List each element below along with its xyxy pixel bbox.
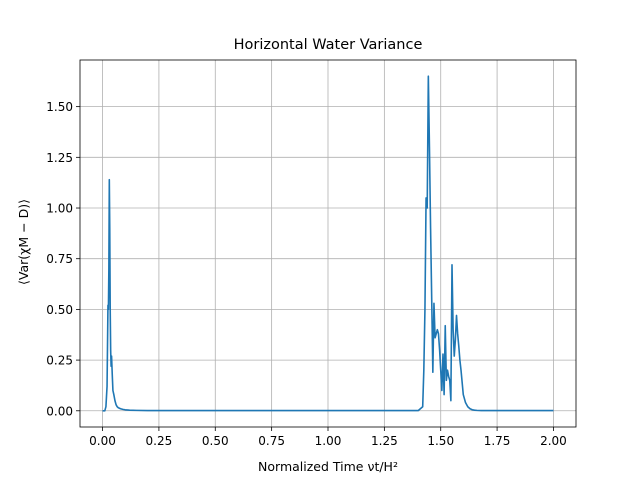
x-tick-label: 0.00 [89,434,116,448]
y-tick-label: 1.50 [46,100,73,114]
y-tick-label: 1.00 [46,202,73,216]
x-axis-ticks: 0.00 0.25 0.50 0.75 1.00 1.25 1.50 1.75 2.00 [89,427,567,448]
y-axis-ticks: 0.00 0.25 0.50 0.75 1.00 1.25 1.50 [46,100,80,418]
x-tick-label: 1.25 [371,434,398,448]
y-tick-label: 1.25 [46,151,73,165]
series-layer [102,75,554,412]
x-tick-label: 1.75 [484,434,511,448]
x-tick-label: 1.50 [427,434,454,448]
x-axis-label: Normalized Time νt/H² [258,459,398,474]
x-tick-label: 0.50 [202,434,229,448]
x-tick-label: 0.75 [258,434,285,448]
x-tick-label: 1.00 [315,434,342,448]
chart-title: Horizontal Water Variance [234,37,423,53]
y-axis-label: ⟨Var(χM − D)⟩ [16,199,31,285]
series-line-0 [102,75,554,412]
y-tick-label: 0.00 [46,404,73,418]
y-tick-label: 0.25 [46,354,73,368]
y-tick-label: 0.75 [46,252,73,266]
grid [80,60,576,427]
y-tick-label: 0.50 [46,303,73,317]
x-tick-label: 0.25 [146,434,173,448]
x-tick-label: 2.00 [540,434,567,448]
